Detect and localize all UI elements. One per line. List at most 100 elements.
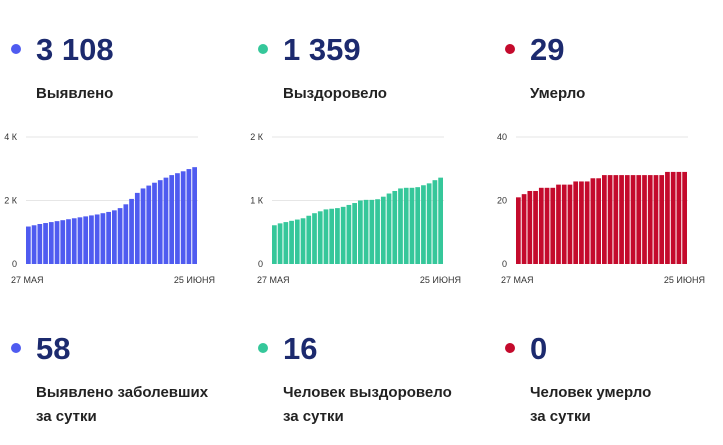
bar	[100, 213, 106, 264]
bar	[163, 177, 169, 264]
deaths-daily-value: 0	[530, 331, 548, 366]
bar	[192, 167, 197, 264]
bar	[106, 211, 111, 264]
recovered-daily-label-line1: Человек выздоровело	[283, 384, 452, 401]
deaths-daily-dot	[505, 343, 515, 353]
x-end-label: 25 ИЮНЯ	[664, 275, 705, 285]
bar	[134, 192, 140, 264]
bar	[77, 217, 83, 264]
recovered-chart: 0 1 К 2 К 27 МАЯ 25 ИЮНЯ	[246, 128, 478, 288]
bar	[37, 224, 43, 264]
bar	[584, 181, 590, 264]
cases-total: 3 108	[36, 32, 114, 67]
deaths-chart: 0 20 40 27 МАЯ 25 ИЮНЯ	[490, 128, 722, 288]
bar	[550, 187, 556, 264]
bar	[527, 190, 533, 264]
y-tick-label: 2 К	[250, 132, 264, 142]
bar	[573, 181, 579, 264]
bar	[31, 225, 37, 264]
bar	[386, 193, 392, 264]
bar	[670, 171, 676, 264]
y-tick-label: 0	[12, 259, 17, 269]
bar	[556, 184, 561, 265]
bar	[272, 225, 277, 264]
bar	[676, 171, 682, 264]
cases-dot	[11, 44, 21, 54]
y-tick-label: 0	[258, 259, 263, 269]
bar	[516, 197, 521, 264]
y-tick-label: 2 К	[4, 196, 18, 206]
bar	[665, 171, 670, 264]
bar	[613, 175, 619, 264]
bar	[289, 220, 294, 264]
cases-daily-label-line1: Выявлено заболевших	[36, 384, 209, 401]
bar	[180, 171, 186, 264]
recovered-daily-value: 16	[283, 331, 318, 366]
recovered-total: 1 359	[283, 32, 361, 67]
bar	[544, 187, 550, 264]
bar	[140, 188, 146, 264]
bar	[54, 221, 60, 264]
bar	[659, 175, 665, 264]
x-start-label: 27 МАЯ	[11, 275, 44, 285]
bar	[175, 173, 180, 264]
bar	[89, 215, 94, 264]
bar	[129, 198, 134, 264]
bar	[294, 219, 300, 264]
bar	[117, 208, 123, 264]
bar	[340, 206, 346, 264]
bar	[403, 187, 409, 264]
cases-label: Выявлено	[36, 85, 114, 102]
chart-svg: 0 20 40 27 МАЯ 25 ИЮНЯ	[497, 132, 705, 285]
bar	[682, 171, 687, 264]
x-start-label: 27 МАЯ	[257, 275, 290, 285]
deaths-dot	[505, 44, 515, 54]
bar	[590, 178, 596, 264]
deaths-label: Умерло	[530, 85, 586, 102]
bar	[438, 177, 443, 264]
bar	[607, 175, 613, 264]
bar	[567, 184, 573, 265]
recovered-label: Выздоровело	[283, 85, 387, 102]
bar	[624, 175, 630, 264]
bar	[392, 190, 398, 264]
x-end-label: 25 ИЮНЯ	[174, 275, 215, 285]
bar	[602, 175, 607, 264]
bar	[369, 199, 375, 264]
bar	[409, 187, 415, 264]
bar	[415, 187, 421, 264]
bar	[346, 204, 352, 264]
bar	[283, 222, 289, 264]
bar	[358, 200, 363, 264]
recovered-daily-label-line2: за сутки	[283, 408, 344, 425]
bar	[653, 175, 659, 264]
bar	[306, 215, 312, 264]
bar	[146, 185, 152, 264]
bar	[83, 216, 89, 265]
bar	[642, 175, 647, 264]
bar	[26, 226, 31, 264]
bar	[432, 180, 438, 264]
x-end-label: 25 ИЮНЯ	[420, 275, 461, 285]
bar	[300, 218, 306, 264]
bar	[94, 214, 100, 264]
bar	[533, 190, 538, 264]
bar	[317, 211, 323, 264]
bar	[561, 184, 567, 265]
bar	[66, 219, 71, 264]
cases-daily-dot	[11, 343, 21, 353]
bar	[596, 178, 601, 264]
bar	[152, 182, 157, 264]
chart-svg: 0 2 К 4 К 27 МАЯ 25 ИЮНЯ	[4, 132, 215, 285]
cases-daily-label-line2: за сутки	[36, 408, 97, 425]
y-tick-label: 40	[497, 132, 507, 142]
bar	[630, 175, 636, 264]
bar	[48, 222, 54, 264]
bar	[60, 220, 66, 264]
bar	[380, 196, 386, 264]
y-tick-label: 20	[497, 196, 507, 206]
y-tick-label: 0	[502, 259, 507, 269]
bar	[43, 223, 48, 264]
bar	[312, 213, 317, 264]
bar	[71, 218, 77, 264]
